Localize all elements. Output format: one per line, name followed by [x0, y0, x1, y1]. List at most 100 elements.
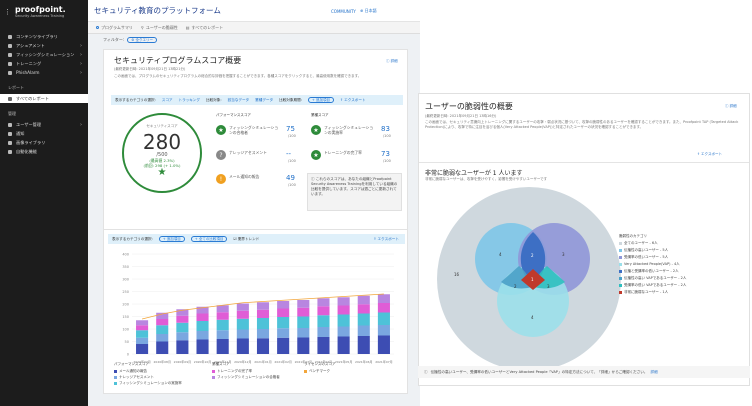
bar-segment[interactable]: [317, 327, 330, 337]
sidebar-item-phishalarm[interactable]: PhishAlarm ›: [0, 68, 88, 77]
bar-segment[interactable]: [337, 326, 350, 337]
bar-segment[interactable]: [216, 305, 229, 313]
logo[interactable]: proofpoint. Security Awareness Training: [15, 6, 66, 19]
score-details-link[interactable]: ⓘ 詳細: [386, 59, 398, 63]
bar-segment[interactable]: [156, 334, 169, 342]
sidebar-item-training[interactable]: トレーニング ›: [0, 59, 88, 68]
bar-segment[interactable]: [377, 294, 390, 303]
language-selector[interactable]: ⊕ 日本語: [360, 8, 377, 13]
bar-segment[interactable]: [277, 317, 290, 329]
bar-segment[interactable]: [236, 338, 249, 355]
security-score-gauge[interactable]: セキュリティスコア 280 /500 (最高値 2.3%) (前回: 298 (…: [122, 113, 202, 193]
bar-segment[interactable]: [277, 328, 290, 338]
bar-segment[interactable]: [156, 312, 169, 319]
bar-segment[interactable]: [256, 329, 270, 339]
bar-segment[interactable]: [256, 338, 270, 354]
perf-metric-knowledge[interactable]: ? ナレッジアセスメント -- /100: [216, 150, 306, 163]
bar-segment[interactable]: [136, 330, 149, 338]
perf-metric-phishing[interactable]: ★ フィッシングシミュレーションの合格者 75 /100: [216, 125, 306, 138]
bar-segment[interactable]: [136, 320, 149, 326]
bar-segment[interactable]: [236, 329, 249, 339]
vulnerability-export-button[interactable]: ⇪ エクスポート: [697, 152, 722, 156]
bar-segment[interactable]: [297, 328, 310, 338]
bar-segment[interactable]: [256, 309, 270, 318]
trend-add-item-button[interactable]: + 追加項目: [158, 236, 185, 242]
tab-program-summary[interactable]: プログラムサマリ: [96, 25, 133, 31]
bar-segment[interactable]: [156, 325, 169, 334]
industry-metric-phishing-rate[interactable]: ★ フィッシングシミュレーションの実施率 83 /100: [311, 125, 401, 138]
bar-segment[interactable]: [256, 318, 270, 329]
bar-segment[interactable]: [136, 337, 149, 344]
sidebar-item-assessment[interactable]: アシュアメント ›: [0, 41, 88, 50]
bar-segment[interactable]: [357, 325, 370, 337]
vulnerability-venn-diagram[interactable]: 16 4 3 2 1 2 3 4: [429, 184, 629, 374]
sidebar-item-phishing-simulation[interactable]: フィッシングシミュレーション ›: [0, 50, 88, 59]
bar-segment[interactable]: [136, 344, 149, 354]
tab-user-vulnerability[interactable]: ⚲ ユーザーの脆弱性: [141, 25, 178, 31]
filter-option-industry[interactable]: 業種データ: [255, 97, 274, 102]
bar-segment[interactable]: [377, 303, 390, 313]
bar-segment[interactable]: [216, 339, 229, 354]
industry-metric-training-completion[interactable]: ★ トレーニングの完了率 73 /100: [311, 150, 401, 163]
bar-segment[interactable]: [196, 331, 209, 340]
bar-segment[interactable]: [176, 340, 189, 354]
bar-segment[interactable]: [176, 315, 189, 323]
bar-segment[interactable]: [337, 297, 350, 306]
sidebar-item-all-reports[interactable]: すべてのレポート: [0, 94, 88, 103]
filter-option-tracking[interactable]: トラッキング: [178, 97, 200, 102]
trend-export-button[interactable]: ⇪ エクスポート: [373, 236, 399, 241]
bar-segment[interactable]: [216, 312, 229, 320]
bar-segment[interactable]: [357, 304, 370, 314]
bar-segment[interactable]: [236, 303, 249, 311]
bar-segment[interactable]: [277, 308, 290, 318]
bar-segment[interactable]: [337, 305, 350, 315]
bar-segment[interactable]: [297, 307, 310, 317]
bar-segment[interactable]: [377, 312, 390, 326]
bar-segment[interactable]: [156, 341, 169, 355]
bar-segment[interactable]: [196, 306, 209, 314]
bar-segment[interactable]: [216, 330, 229, 339]
bar-segment[interactable]: [377, 325, 390, 336]
bar-segment[interactable]: [377, 335, 390, 355]
bar-segment[interactable]: [176, 309, 189, 316]
hamburger-menu-icon[interactable]: ⋮: [4, 8, 11, 16]
bar-segment[interactable]: [317, 298, 330, 307]
footer-details-link[interactable]: 詳細: [650, 369, 658, 374]
bar-segment[interactable]: [236, 318, 249, 330]
bar-segment[interactable]: [277, 337, 290, 354]
bar-segment[interactable]: [196, 339, 209, 355]
bar-segment[interactable]: [136, 325, 149, 331]
bar-segment[interactable]: [297, 337, 310, 355]
bar-segment[interactable]: [337, 314, 350, 327]
bar-segment[interactable]: [156, 319, 169, 326]
bar-segment[interactable]: [297, 316, 310, 329]
trend-add-all-button[interactable]: + 全ての比較項目: [190, 236, 228, 242]
bar-segment[interactable]: [357, 295, 370, 305]
bar-segment[interactable]: [297, 300, 310, 308]
sidebar-item-image-library[interactable]: 画像ライブラリ: [0, 138, 88, 147]
filter-option-data[interactable]: 該当なデータ: [227, 97, 250, 102]
vulnerability-details-link[interactable]: ⓘ 詳細: [725, 104, 737, 108]
bar-segment[interactable]: [256, 302, 270, 310]
bar-segment[interactable]: [357, 313, 370, 326]
filter-pill[interactable]: ⚙ 全クエリー: [127, 37, 158, 43]
bar-segment[interactable]: [176, 322, 189, 333]
sidebar-item-automation[interactable]: 自動化機能: [0, 147, 88, 156]
bar-segment[interactable]: [196, 313, 209, 322]
perf-metric-email-report[interactable]: ! メール通知の報告 49 /100: [216, 174, 306, 187]
filter-option-score[interactable]: スコア: [161, 97, 173, 102]
bar-segment[interactable]: [317, 306, 330, 316]
sidebar-item-notifications[interactable]: 通知: [0, 129, 88, 138]
bar-segment[interactable]: [216, 319, 229, 331]
tab-all-reports[interactable]: ▤ すべてのレポート: [186, 25, 223, 31]
bar-segment[interactable]: [317, 315, 330, 327]
bar-segment[interactable]: [236, 310, 249, 319]
bar-segment[interactable]: [196, 321, 209, 331]
bar-segment[interactable]: [176, 332, 189, 341]
export-button[interactable]: ⇪ エクスポート: [339, 97, 366, 102]
sidebar-item-user-management[interactable]: ユーザー管理 ›: [0, 120, 88, 129]
sidebar-item-content-library[interactable]: コンテンツライブラリ: [0, 32, 88, 41]
bar-segment[interactable]: [337, 336, 350, 355]
bar-segment[interactable]: [357, 336, 370, 354]
bar-segment[interactable]: [277, 301, 290, 309]
